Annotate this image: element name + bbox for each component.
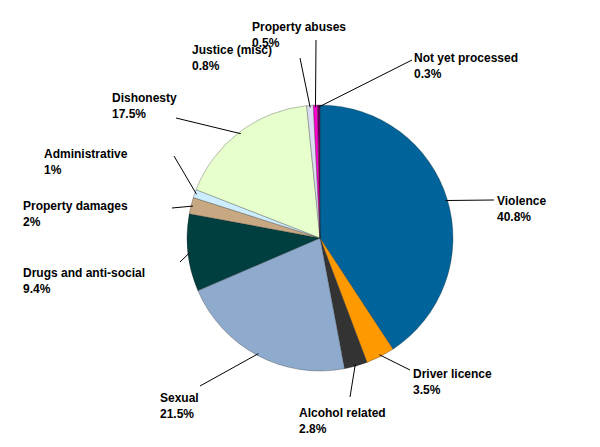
value-label: 1% [44, 163, 62, 177]
pie-slice [318, 105, 321, 238]
leader-line [180, 253, 190, 262]
leader-line [300, 58, 310, 107]
pie-slice [313, 105, 320, 238]
leader-line [319, 60, 412, 107]
value-label: 2.8% [299, 422, 327, 436]
slice-label: Alcohol related [299, 406, 386, 420]
value-label: 0.3% [414, 67, 442, 81]
slice-label: Drugs and anti-social [23, 266, 145, 280]
chart: Violence 40.8% Driver licence 3.5% Alcohol r… [0, 0, 600, 447]
slice-label: Sexual [160, 391, 199, 405]
leader-line [446, 200, 494, 202]
leader-line [172, 206, 193, 208]
labels: Violence 40.8% Driver licence 3.5% Alcohol r… [23, 20, 546, 436]
slice-label: Property abuses [252, 20, 346, 34]
value-label: 3.5% [413, 383, 441, 397]
value-label: 40.8% [497, 210, 531, 224]
pie-slice [196, 106, 320, 238]
value-label: 0.8% [192, 59, 220, 73]
leader-line [174, 156, 197, 194]
leader-line [176, 118, 241, 134]
value-label: 17.5% [112, 107, 146, 121]
value-label: 21.5% [160, 407, 194, 421]
leader-line [379, 355, 410, 370]
slice-label: Administrative [44, 147, 128, 161]
value-label: 2% [23, 215, 41, 229]
leader-line [315, 40, 317, 107]
slice-label: Dishonesty [112, 91, 177, 105]
pie-slice [307, 105, 320, 238]
slice-label: Driver licence [413, 367, 492, 381]
slices [187, 105, 453, 371]
slice-label: Not yet processed [414, 51, 518, 65]
leader-lines [172, 40, 494, 397]
leader-line [350, 364, 355, 397]
value-label: 9.4% [23, 282, 51, 296]
leader-line [200, 354, 258, 386]
slice-label: Property damages [23, 199, 128, 213]
slice-label: Violence [497, 194, 546, 208]
value-label: 0.5% [252, 36, 280, 50]
